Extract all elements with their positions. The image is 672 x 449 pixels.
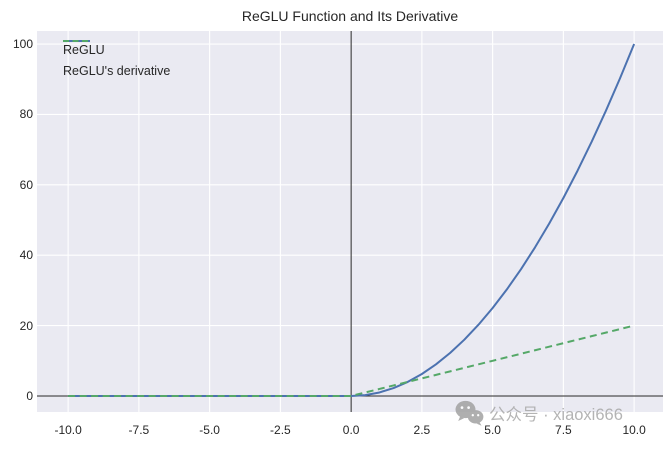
y-tick-label: 20 [19, 318, 33, 333]
x-tick-label: -2.5 [270, 423, 291, 437]
y-tick-label: 80 [19, 107, 33, 122]
x-tick-label: 0.0 [342, 423, 360, 437]
x-tick-label: -10.0 [54, 423, 82, 437]
x-tick-label: 5.0 [484, 423, 501, 437]
y-tick-label: 60 [19, 177, 33, 192]
derivative-line-sample [63, 40, 90, 42]
y-tick-label: 0 [26, 388, 33, 403]
legend-label-derivative: ReGLU's derivative [63, 63, 171, 78]
legend: ReGLU ReGLU's derivative [63, 39, 170, 81]
x-tick-label: 2.5 [413, 423, 431, 437]
x-tick-label: 7.5 [555, 423, 572, 437]
x-axis-tick-labels: -10.0 -7.5 -5.0 -2.5 0.0 2.5 5.0 7.5 10.0 [37, 423, 663, 439]
reglu-s-derivative-line [68, 324, 635, 397]
chart-canvas [37, 31, 663, 412]
x-tick-label: 10.0 [622, 423, 646, 437]
plot-area: ReGLU ReGLU's derivative [37, 31, 663, 412]
x-tick-label: -5.0 [199, 423, 220, 437]
legend-item-derivative: ReGLU's derivative [63, 40, 171, 81]
x-tick-label: -7.5 [128, 423, 150, 437]
y-tick-label: 100 [12, 37, 33, 52]
y-tick-label: 40 [19, 248, 33, 263]
legend-label-reglu: ReGLU [63, 42, 105, 57]
chart-title: ReGLU Function and Its Derivative [241, 8, 459, 24]
y-axis-tick-labels: 0 20 40 60 80 100 [0, 31, 33, 412]
